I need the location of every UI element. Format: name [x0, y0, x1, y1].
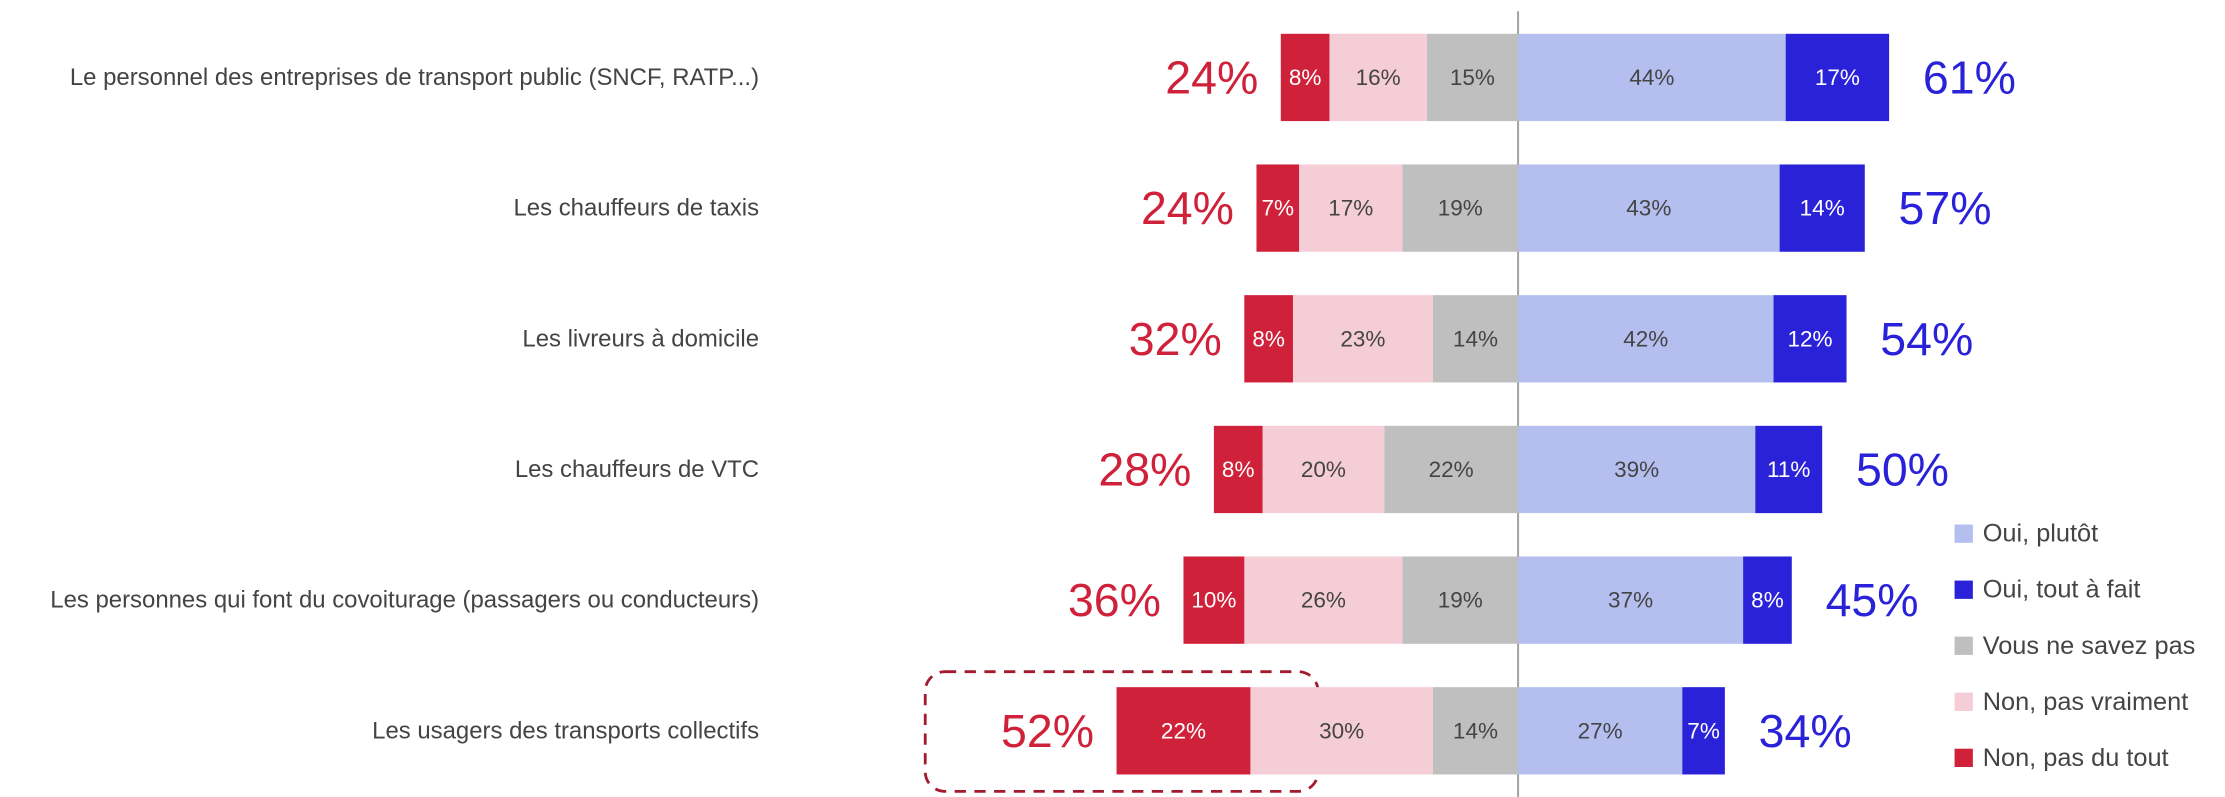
legend-swatch — [1954, 748, 1973, 768]
bar-segment — [1426, 33, 1519, 122]
total-no: 52% — [1001, 705, 1094, 757]
segment-label: 7% — [1261, 196, 1294, 221]
legend-label: Oui, plutôt — [1983, 520, 2098, 548]
total-no: 24% — [1165, 51, 1258, 103]
segment-label: 8% — [1222, 457, 1255, 482]
segment-label: 17% — [1328, 196, 1373, 221]
total-yes: 57% — [1899, 182, 1992, 234]
bar-segment — [1773, 295, 1847, 383]
segment-label: 15% — [1450, 65, 1495, 90]
bar-segment — [1116, 687, 1251, 775]
bar-segment — [1329, 33, 1427, 122]
segment-label: 30% — [1319, 718, 1364, 743]
bar-segment — [1518, 687, 1683, 775]
segment-label: 17% — [1815, 65, 1860, 90]
legend-swatch — [1954, 692, 1973, 711]
segment-label: 16% — [1356, 65, 1401, 90]
segment-label: 20% — [1301, 457, 1346, 482]
bar-segment — [1256, 164, 1300, 252]
bar-segment — [1244, 556, 1403, 644]
bar-segment — [1213, 425, 1263, 514]
bar-segment — [1384, 425, 1519, 514]
segment-label: 7% — [1687, 718, 1720, 743]
bar-segment — [1518, 295, 1774, 383]
bar-segment — [1250, 687, 1433, 775]
segment-label: 8% — [1289, 65, 1322, 90]
category-label: Les chauffeurs de taxis — [513, 195, 759, 222]
segment-label: 19% — [1438, 196, 1483, 221]
segment-label: 12% — [1787, 326, 1832, 351]
segment-label: 27% — [1578, 718, 1623, 743]
bar-segment — [1518, 164, 1780, 252]
total-no: 24% — [1141, 182, 1234, 234]
bar-segment — [1682, 687, 1725, 775]
segment-label: 14% — [1453, 718, 1498, 743]
segment-label: 19% — [1438, 588, 1483, 613]
category-label: Les personnes qui font du covoiturage (p… — [50, 587, 759, 614]
total-yes: 34% — [1759, 705, 1852, 757]
legend-label: Oui, tout à fait — [1983, 576, 2141, 604]
segment-label: 14% — [1453, 326, 1498, 351]
bar-segment — [1518, 33, 1786, 122]
segment-label: 26% — [1301, 588, 1346, 613]
segment-label: 8% — [1751, 588, 1784, 613]
bar-segment — [1432, 687, 1519, 775]
legend-label: Non, pas vraiment — [1983, 688, 2189, 716]
total-yes: 50% — [1856, 443, 1949, 495]
segment-label: 23% — [1340, 326, 1385, 351]
segment-label: 14% — [1800, 196, 1845, 221]
segment-label: 22% — [1429, 457, 1474, 482]
segment-label: 42% — [1623, 326, 1668, 351]
bar-segment — [1518, 425, 1756, 514]
bar-segment — [1402, 164, 1519, 252]
category-label: Les livreurs à domicile — [522, 325, 759, 352]
bar-segment — [1518, 556, 1744, 644]
segment-label: 43% — [1626, 196, 1671, 221]
legend-swatch — [1954, 524, 1973, 543]
legend-label: Non, pas du tout — [1983, 744, 2169, 772]
segment-label: 8% — [1252, 326, 1285, 351]
total-yes: 61% — [1923, 51, 2016, 103]
total-no: 36% — [1068, 574, 1161, 626]
bar-segment — [1244, 295, 1293, 383]
legend-swatch — [1954, 580, 1973, 599]
legend-swatch — [1954, 636, 1973, 655]
segment-label: 37% — [1608, 588, 1653, 613]
segment-label: 39% — [1614, 457, 1659, 482]
total-yes: 45% — [1826, 574, 1919, 626]
bar-segment — [1183, 556, 1245, 644]
bar-segment — [1299, 164, 1403, 252]
bar-segment — [1755, 425, 1823, 514]
bar-segment — [1280, 33, 1330, 122]
total-no: 32% — [1129, 313, 1222, 365]
bar-segment — [1262, 425, 1385, 514]
category-label: Les chauffeurs de VTC — [515, 456, 759, 483]
legend-label: Vous ne savez pas — [1983, 632, 2196, 660]
category-label: Les usagers des transports collectifs — [372, 717, 759, 744]
category-label: Le personnel des entreprises de transpor… — [70, 64, 759, 91]
bar-segment — [1743, 556, 1792, 644]
bar-segment — [1785, 33, 1890, 122]
segment-label: 10% — [1191, 588, 1236, 613]
segment-label: 22% — [1161, 718, 1206, 743]
bar-segment — [1402, 556, 1519, 644]
total-no: 28% — [1098, 443, 1191, 495]
bar-segment — [1779, 164, 1865, 252]
segment-label: 11% — [1767, 457, 1810, 482]
bar-segment — [1292, 295, 1433, 383]
bar-segment — [1432, 295, 1519, 383]
segment-label: 44% — [1629, 65, 1674, 90]
total-yes: 54% — [1880, 313, 1973, 365]
